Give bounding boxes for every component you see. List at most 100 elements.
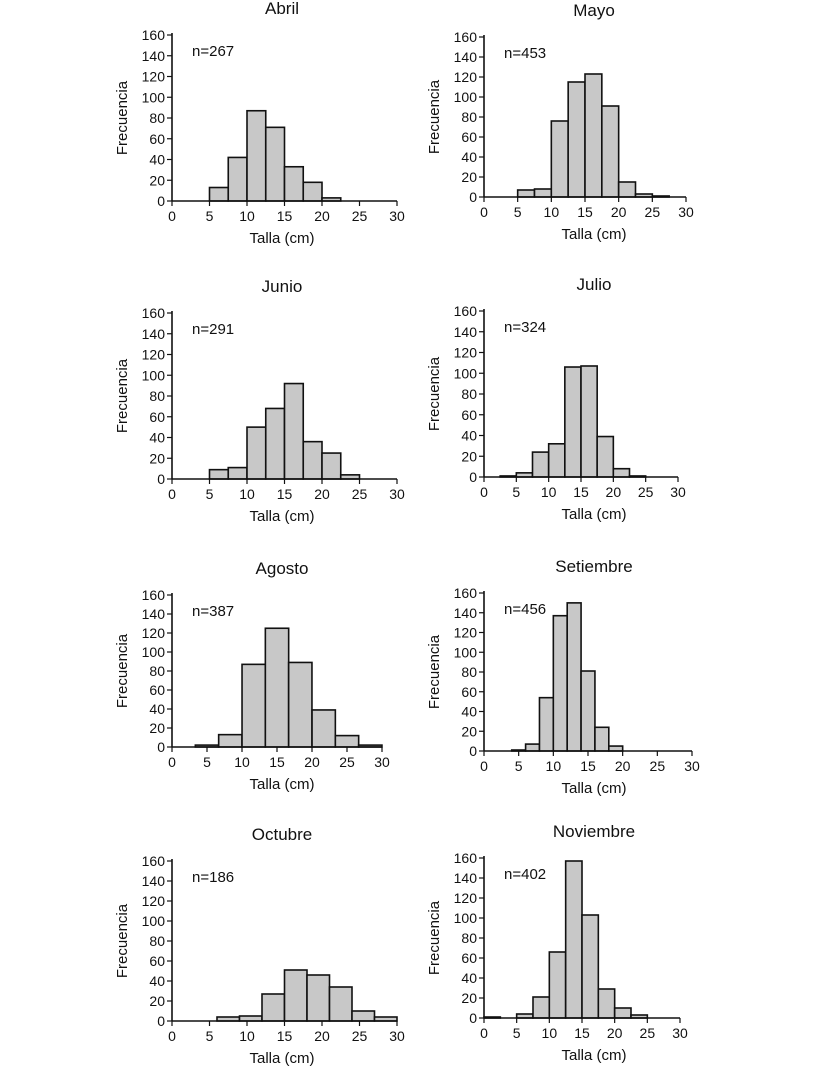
y-tick-label: 100	[454, 365, 478, 381]
y-tick-label: 40	[461, 428, 477, 444]
histogram-bar	[584, 73, 603, 198]
x-tick-label: 30	[672, 1025, 688, 1041]
y-tick-label: 140	[454, 870, 478, 886]
x-tick-label: 25	[352, 208, 368, 224]
x-tick-label: 30	[670, 484, 686, 500]
y-tick-label: 120	[142, 893, 166, 909]
histogram-bar	[601, 105, 620, 198]
y-tick-label: 120	[142, 69, 166, 85]
y-tick-label: 20	[461, 723, 477, 739]
x-tick-label: 25	[650, 758, 666, 774]
y-tick-label: 100	[142, 89, 166, 105]
y-tick-label: 100	[454, 89, 478, 105]
y-tick-label: 40	[461, 970, 477, 986]
x-tick-label: 30	[389, 208, 405, 224]
y-tick-label: 40	[461, 704, 477, 720]
y-tick-label: 140	[142, 326, 166, 342]
histogram-bar	[524, 743, 541, 752]
x-axis-label: Talla (cm)	[561, 226, 626, 243]
y-tick-label: 60	[461, 684, 477, 700]
x-tick-label: 0	[168, 754, 176, 770]
histogram-bar	[311, 709, 337, 748]
y-axis-label: Frecuencia	[426, 900, 443, 975]
x-tick-label: 10	[544, 204, 560, 220]
x-tick-label: 30	[374, 754, 390, 770]
y-tick-label: 100	[142, 913, 166, 929]
y-tick-label: 0	[157, 471, 165, 487]
chart-title: Agosto	[256, 559, 309, 578]
sample-size-annotation: n=186	[192, 869, 234, 886]
histogram-bar	[613, 1007, 632, 1019]
x-axis-label: Talla (cm)	[561, 506, 626, 523]
y-tick-label: 0	[157, 1013, 165, 1029]
histogram-bar	[617, 181, 637, 198]
y-tick-label: 40	[149, 152, 165, 168]
y-tick-label: 80	[461, 109, 477, 125]
x-tick-label: 30	[678, 204, 694, 220]
x-tick-label: 20	[304, 754, 320, 770]
x-tick-label: 15	[577, 204, 593, 220]
y-tick-label: 160	[454, 303, 478, 319]
histogram-bar	[328, 986, 353, 1022]
y-axis-label: Frecuencia	[114, 903, 131, 978]
y-tick-label: 60	[149, 131, 165, 147]
y-tick-label: 0	[157, 193, 165, 209]
x-tick-label: 10	[239, 486, 255, 502]
histogram-bar	[302, 181, 323, 202]
y-tick-label: 0	[469, 469, 477, 485]
sample-size-annotation: n=387	[192, 603, 234, 620]
x-tick-label: 20	[314, 486, 330, 502]
x-tick-label: 5	[512, 484, 520, 500]
x-tick-label: 20	[611, 204, 627, 220]
histogram-bar	[548, 951, 567, 1019]
y-axis-label: Frecuencia	[114, 633, 131, 708]
chart-title: Octubre	[252, 825, 312, 844]
chart-title: Setiembre	[555, 557, 632, 576]
histogram-bar	[581, 914, 600, 1019]
y-tick-label: 60	[461, 129, 477, 145]
x-axis-label: Talla (cm)	[561, 1047, 626, 1064]
y-tick-label: 60	[461, 407, 477, 423]
x-tick-label: 10	[234, 754, 250, 770]
y-tick-label: 120	[454, 345, 478, 361]
x-tick-label: 15	[574, 1025, 590, 1041]
histogram-bar	[580, 670, 596, 752]
x-tick-label: 15	[277, 1028, 293, 1044]
x-tick-label: 5	[513, 1025, 521, 1041]
sample-size-annotation: n=456	[504, 601, 546, 618]
y-tick-label: 160	[142, 587, 166, 603]
histogram-bar	[594, 726, 610, 752]
histogram-bar	[283, 165, 305, 202]
x-tick-label: 15	[277, 208, 293, 224]
y-tick-label: 20	[149, 720, 165, 736]
histogram-bar	[580, 365, 598, 478]
x-tick-label: 20	[606, 484, 622, 500]
histogram-bar	[564, 860, 583, 1019]
y-tick-label: 40	[149, 701, 165, 717]
y-tick-label: 160	[142, 27, 166, 43]
histogram-bar	[287, 661, 313, 748]
histogram-bar	[246, 426, 267, 480]
histogram-bar	[533, 188, 553, 198]
x-tick-label: 10	[546, 758, 562, 774]
y-axis-label: Frecuencia	[114, 80, 131, 155]
y-tick-label: 0	[469, 1010, 477, 1026]
x-tick-label: 30	[389, 486, 405, 502]
x-tick-label: 0	[480, 484, 488, 500]
y-tick-label: 120	[142, 347, 166, 363]
histogram-bar	[321, 452, 342, 480]
sample-size-annotation: n=291	[192, 321, 234, 338]
histogram-bar	[566, 602, 582, 752]
x-tick-label: 25	[352, 486, 368, 502]
histogram-bar	[283, 382, 305, 480]
chart-title: Abril	[265, 0, 299, 18]
histogram-bar	[597, 988, 616, 1019]
histogram-bar	[264, 627, 290, 748]
y-tick-label: 80	[149, 388, 165, 404]
y-tick-label: 140	[454, 49, 478, 65]
x-tick-label: 0	[480, 1025, 488, 1041]
y-tick-label: 20	[149, 993, 165, 1009]
y-tick-label: 20	[461, 448, 477, 464]
y-tick-label: 60	[149, 953, 165, 969]
